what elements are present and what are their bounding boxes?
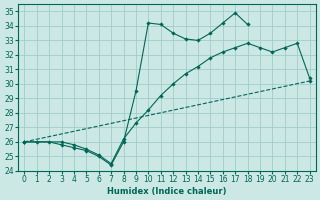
X-axis label: Humidex (Indice chaleur): Humidex (Indice chaleur) <box>107 187 227 196</box>
